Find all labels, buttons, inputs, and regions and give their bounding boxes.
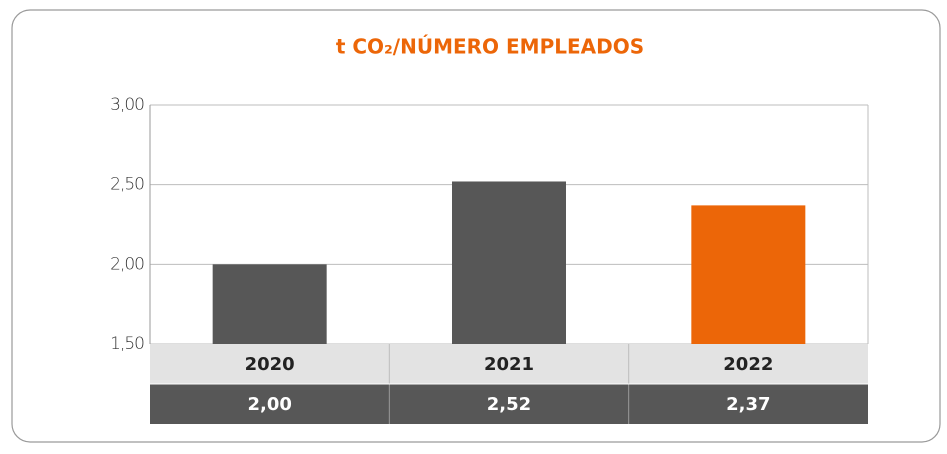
x-tick-label: 2021 (484, 354, 534, 375)
x-tick-label: 2020 (245, 354, 295, 375)
y-tick-label: 2,00 (110, 254, 144, 274)
category-row (150, 344, 868, 384)
bar (212, 264, 327, 344)
bar (691, 205, 806, 344)
data-label: 2,52 (487, 394, 531, 415)
y-tick-label: 1,50 (110, 334, 144, 354)
chart-title: t CO₂/NÚMERO EMPLEADOS (336, 35, 644, 59)
y-tick-label: 2,50 (110, 175, 144, 195)
bar (452, 181, 566, 344)
data-label: 2,37 (726, 394, 770, 415)
x-tick-label: 2022 (723, 354, 773, 375)
data-label: 2,00 (247, 394, 291, 415)
y-tick-label: 3,00 (110, 95, 144, 115)
value-row (150, 384, 868, 424)
